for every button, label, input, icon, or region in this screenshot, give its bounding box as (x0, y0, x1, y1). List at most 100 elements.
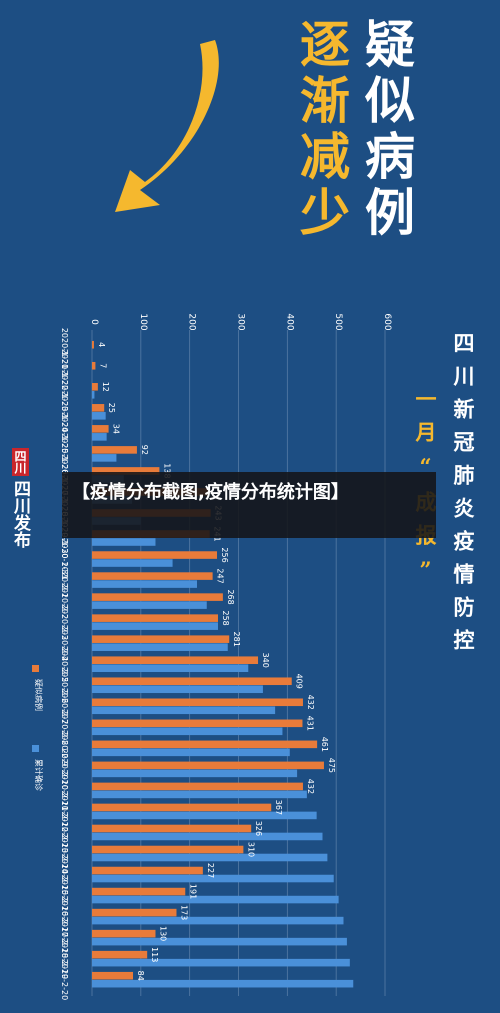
category-label: 2020-1-26 (60, 433, 69, 474)
bar-suspected (92, 551, 218, 559)
category-label: 2020-2-3 (60, 604, 69, 640)
headline-line1: 疑似病例 (357, 18, 416, 242)
category-label: 2020-2-8 (60, 709, 69, 745)
category-label: 2020-2-17 (60, 896, 69, 937)
data-label: 432 (306, 695, 315, 710)
bar-confirmed (92, 664, 249, 672)
data-label: 7 (98, 363, 107, 368)
category-label: 2020-1-23 (60, 370, 69, 411)
data-label: 268 (226, 589, 235, 604)
data-label: 431 (305, 716, 314, 731)
category-label: 2020-1-24 (60, 391, 69, 432)
data-label: 130 (158, 926, 167, 941)
category-label: 2020-2-13 (60, 812, 69, 853)
data-label: 432 (306, 779, 315, 794)
bar-suspected (92, 361, 96, 370)
category-label: 2020-2-15 (60, 854, 69, 895)
bar-suspected (92, 824, 252, 833)
bar-confirmed (92, 958, 350, 967)
data-label: 461 (320, 737, 329, 752)
bar-confirmed (92, 622, 218, 630)
data-label: 34 (112, 424, 121, 434)
bar-suspected (92, 887, 186, 896)
bar-suspected (92, 929, 156, 938)
category-label: 2020-2-2 (60, 583, 69, 619)
category-label: 2020-2-20 (60, 959, 69, 1000)
category-label: 2020-2-4 (60, 625, 69, 661)
legend-label: 累计确诊 (34, 759, 44, 791)
bar-suspected (92, 614, 218, 622)
data-label: 173 (179, 905, 188, 920)
bar-confirmed (92, 748, 290, 757)
data-label: 4 (97, 342, 106, 347)
bar-suspected (92, 340, 94, 349)
brand-text: 四川发布 (10, 480, 30, 548)
category-label: 2020-2-14 (60, 833, 69, 874)
bar-suspected (92, 446, 137, 454)
category-label: 2020-1-25 (60, 412, 69, 453)
data-label: 326 (254, 821, 263, 836)
data-label: 138 (162, 463, 171, 478)
category-label: 2020-2-16 (60, 875, 69, 916)
bar-confirmed (92, 454, 117, 462)
bar-confirmed (92, 937, 347, 946)
x-tick-label: 400 (284, 313, 294, 330)
category-label: 2020-2-9 (60, 730, 69, 766)
category-label: 2020-2-1 (60, 562, 69, 598)
bar-suspected (92, 404, 105, 412)
bar-suspected (92, 950, 148, 959)
legend-label: 疑似病例 (34, 679, 44, 711)
bar-confirmed (92, 727, 283, 736)
category-label: 2020-2-10 (60, 748, 69, 789)
subtitle-line1: 四川新冠肺炎疫情防控 (451, 332, 476, 662)
category-label: 2020-2-19 (60, 938, 69, 979)
bar-suspected (92, 656, 259, 664)
data-label: 227 (206, 863, 215, 878)
category-label: 2020-1-21 (60, 328, 69, 369)
bar-suspected (92, 866, 203, 875)
bar-confirmed (92, 769, 298, 778)
bar-confirmed (92, 559, 173, 567)
data-label: 475 (327, 758, 336, 773)
bar-confirmed (92, 538, 156, 546)
bar-suspected (92, 845, 244, 854)
bar-suspected (92, 593, 223, 601)
data-label: 409 (295, 674, 304, 689)
bar-suspected (92, 761, 324, 770)
bar-suspected (92, 971, 134, 980)
bar-confirmed (92, 979, 354, 988)
bar-confirmed (92, 643, 228, 651)
bar-confirmed (92, 685, 263, 694)
bar-suspected (92, 782, 303, 791)
bar-confirmed (92, 433, 107, 441)
bar-confirmed (92, 832, 323, 841)
brand-mark: 四川 (12, 448, 29, 476)
bar-suspected (92, 572, 213, 580)
bar-suspected (92, 425, 109, 433)
bar-suspected (92, 698, 303, 707)
x-tick-label: 100 (138, 313, 148, 330)
x-tick-label: 600 (382, 313, 392, 330)
bar-confirmed (92, 706, 276, 715)
headline-line2: 逐渐减少 (292, 18, 351, 242)
data-label: 92 (140, 445, 149, 455)
x-tick-label: 200 (187, 313, 197, 330)
x-tick-label: 300 (236, 313, 246, 330)
bar-confirmed (92, 916, 344, 925)
category-label: 2020-2-5 (60, 646, 69, 682)
bar-confirmed (92, 811, 317, 820)
data-label: 191 (188, 884, 197, 899)
legend-swatch (32, 745, 39, 752)
bar-suspected (92, 740, 318, 749)
x-tick-label: 500 (333, 313, 343, 330)
category-label: 2020-2-7 (60, 688, 69, 724)
category-label: 2020-2-18 (60, 917, 69, 958)
data-label: 367 (274, 800, 283, 815)
bar-suspected (92, 677, 292, 686)
bar-suspected (92, 467, 160, 475)
bar-suspected (92, 635, 230, 643)
bar-confirmed (92, 874, 334, 883)
image-caption: 【疫情分布截图,疫情分布统计图】 (62, 472, 436, 538)
bar-confirmed (92, 391, 95, 399)
